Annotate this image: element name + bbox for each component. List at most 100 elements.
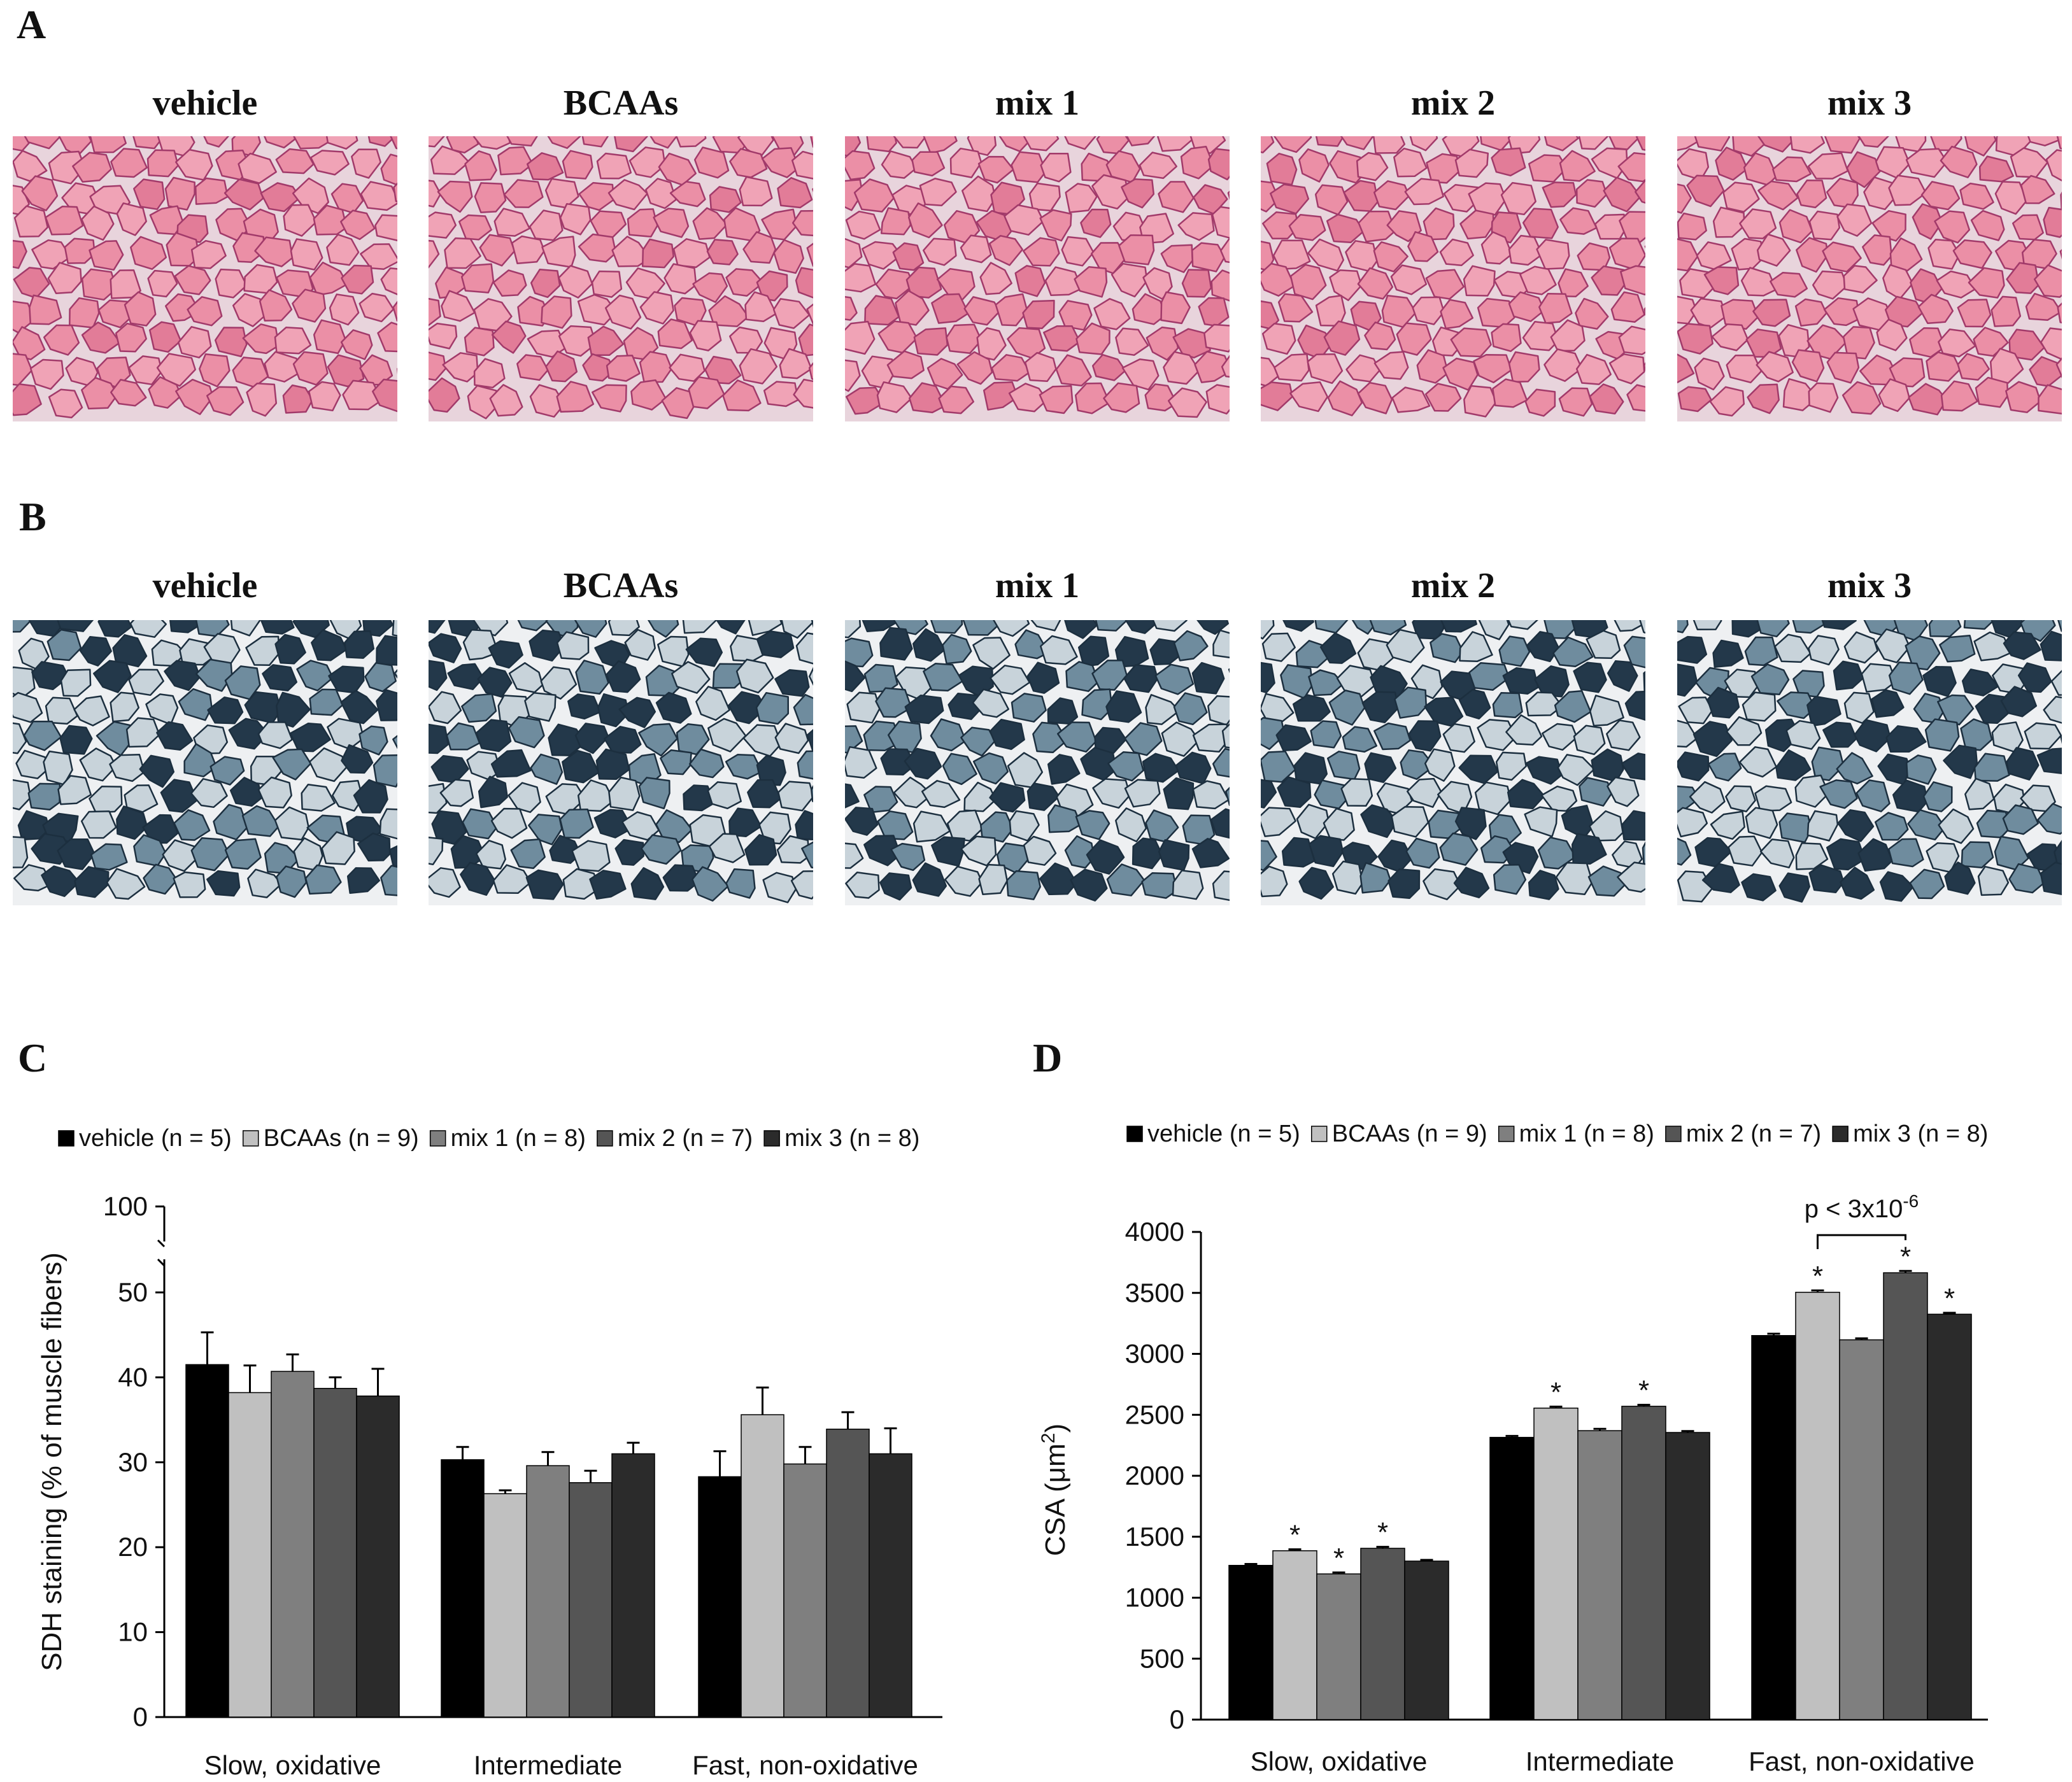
sdh-micrograph-bcaas bbox=[429, 620, 813, 905]
d-category-label-1: Intermediate bbox=[1526, 1746, 1674, 1776]
c-bar-1-2 bbox=[526, 1465, 570, 1718]
d-ytick-label-2: 1000 bbox=[1125, 1583, 1184, 1613]
d-significance-star-2-4: * bbox=[1944, 1283, 1955, 1314]
d-bar-0-4 bbox=[1404, 1560, 1449, 1720]
d-error-bar-0-2 bbox=[1332, 1571, 1345, 1574]
d-error-bar-2-4 bbox=[1943, 1312, 1956, 1315]
c-error-bar-1-3 bbox=[584, 1469, 597, 1483]
c-bar-2-4 bbox=[869, 1453, 912, 1718]
c-bar-1-0 bbox=[441, 1459, 485, 1718]
d-p-value-bracket bbox=[1817, 1234, 1906, 1249]
c-ytick-label-3: 30 bbox=[118, 1447, 148, 1477]
d-error-bar-0-1 bbox=[1288, 1548, 1302, 1551]
d-bar-2-0 bbox=[1751, 1335, 1796, 1720]
c-error-bar-2-1 bbox=[756, 1386, 769, 1415]
c-category-label-0: Slow, oxidative bbox=[204, 1750, 381, 1780]
c-error-bar-0-2 bbox=[286, 1353, 299, 1372]
he-micrograph-bcaas bbox=[429, 136, 813, 421]
d-p-value-label: p < 3x10-6 bbox=[1805, 1191, 1919, 1223]
legend-d: vehicle (n = 5) BCAAs (n = 9) mix 1 (n = 8… bbox=[1126, 1121, 1988, 1147]
c-bar-0-0 bbox=[185, 1364, 229, 1718]
legend-swatch-c-3 bbox=[597, 1130, 613, 1147]
he-micrograph-mix3 bbox=[1677, 136, 2062, 421]
d-bar-0-0 bbox=[1228, 1565, 1274, 1720]
c-error-bar-0-1 bbox=[243, 1364, 257, 1393]
legend-label-d-3: mix 2 (n = 7) bbox=[1686, 1121, 1821, 1147]
legend-label-c-3: mix 2 (n = 7) bbox=[618, 1125, 753, 1152]
c-bar-0-1 bbox=[228, 1392, 272, 1718]
c-ytick-label-6: 100 bbox=[103, 1191, 148, 1221]
he-micrograph-vehicle bbox=[13, 136, 397, 421]
image-title-a-vehicle: vehicle bbox=[152, 83, 258, 123]
sdh-micrograph-mix2 bbox=[1261, 620, 1645, 905]
c-bar-0-4 bbox=[356, 1395, 400, 1718]
c-bar-2-0 bbox=[698, 1476, 742, 1718]
d-significance-star-0-3: * bbox=[1377, 1517, 1388, 1548]
image-title-a-bcaas: BCAAs bbox=[563, 83, 679, 123]
image-title-a-mix1: mix 1 bbox=[995, 83, 1080, 123]
c-ytick-label-0: 0 bbox=[133, 1702, 148, 1732]
d-significance-star-2-1: * bbox=[1812, 1261, 1823, 1292]
legend-label-d-4: mix 3 (n = 8) bbox=[1853, 1121, 1988, 1147]
c-ytick-label-5: 50 bbox=[118, 1277, 148, 1307]
legend-label-d-2: mix 1 (n = 8) bbox=[1519, 1121, 1654, 1147]
legend-swatch-d-1 bbox=[1310, 1126, 1328, 1142]
d-error-bar-2-3 bbox=[1899, 1269, 1912, 1273]
legend-label-d-1: BCAAs (n = 9) bbox=[1332, 1121, 1487, 1147]
d-bar-2-4 bbox=[1927, 1313, 1972, 1720]
d-ytick-label-1: 500 bbox=[1140, 1643, 1184, 1673]
c-ytick-label-2: 20 bbox=[118, 1532, 148, 1562]
c-bar-2-1 bbox=[741, 1414, 784, 1718]
d-bar-2-1 bbox=[1795, 1292, 1840, 1720]
he-micrograph-mix1 bbox=[845, 136, 1230, 421]
c-error-bar-0-4 bbox=[371, 1368, 385, 1396]
c-error-bar-1-4 bbox=[627, 1441, 640, 1454]
image-title-b-vehicle: vehicle bbox=[152, 566, 258, 605]
d-bar-1-0 bbox=[1489, 1436, 1535, 1720]
d-significance-star-0-2: * bbox=[1333, 1543, 1344, 1574]
d-error-bar-1-4 bbox=[1681, 1430, 1694, 1433]
c-bar-0-3 bbox=[313, 1387, 357, 1718]
d-ytick-label-7: 3500 bbox=[1125, 1278, 1184, 1308]
c-bar-1-1 bbox=[483, 1493, 527, 1718]
c-bar-2-2 bbox=[783, 1463, 827, 1718]
d-error-bar-2-0 bbox=[1767, 1333, 1780, 1336]
c-error-bar-2-0 bbox=[713, 1450, 727, 1477]
sdh-micrograph-mix3 bbox=[1677, 620, 2062, 905]
c-bar-1-3 bbox=[569, 1482, 613, 1718]
legend-c: vehicle (n = 5) BCAAs (n = 9) mix 1 (n = 8… bbox=[58, 1125, 919, 1152]
c-error-bar-2-4 bbox=[884, 1427, 897, 1454]
d-significance-star-2-3: * bbox=[1900, 1241, 1911, 1272]
c-error-bar-1-2 bbox=[541, 1451, 555, 1466]
legend-swatch-c-4 bbox=[763, 1130, 780, 1147]
image-title-b-mix3: mix 3 bbox=[1827, 566, 1912, 605]
d-bar-0-2 bbox=[1316, 1573, 1361, 1720]
d-ytick-label-6: 3000 bbox=[1125, 1339, 1184, 1369]
d-ytick-label-4: 2000 bbox=[1125, 1460, 1184, 1490]
d-error-bar-1-2 bbox=[1593, 1427, 1607, 1431]
d-bar-0-1 bbox=[1272, 1550, 1317, 1720]
legend-swatch-c-1 bbox=[242, 1130, 259, 1147]
legend-swatch-c-0 bbox=[58, 1130, 75, 1147]
d-error-bar-1-1 bbox=[1549, 1405, 1563, 1408]
legend-swatch-d-0 bbox=[1126, 1126, 1143, 1142]
d-error-bar-0-4 bbox=[1420, 1559, 1433, 1562]
c-error-bar-2-2 bbox=[798, 1446, 812, 1464]
legend-label-d-0: vehicle (n = 5) bbox=[1147, 1121, 1300, 1147]
legend-label-c-4: mix 3 (n = 8) bbox=[784, 1125, 919, 1152]
d-error-bar-2-1 bbox=[1811, 1289, 1824, 1292]
legend-swatch-c-2 bbox=[429, 1130, 446, 1147]
c-ytick-label-1: 10 bbox=[118, 1617, 148, 1647]
d-category-label-0: Slow, oxidative bbox=[1251, 1746, 1428, 1776]
legend-swatch-d-4 bbox=[1832, 1126, 1848, 1142]
d-bar-1-2 bbox=[1577, 1430, 1622, 1720]
d-bar-1-1 bbox=[1533, 1407, 1579, 1720]
panel-label-d: D bbox=[1033, 1035, 1063, 1080]
d-bar-1-3 bbox=[1621, 1406, 1666, 1720]
d-ytick-label-5: 2500 bbox=[1125, 1399, 1184, 1429]
d-ytick-label-0: 0 bbox=[1170, 1704, 1184, 1734]
he-micrograph-mix2 bbox=[1261, 136, 1645, 421]
panel-label-c: C bbox=[18, 1035, 48, 1080]
d-error-bar-0-3 bbox=[1376, 1546, 1389, 1548]
